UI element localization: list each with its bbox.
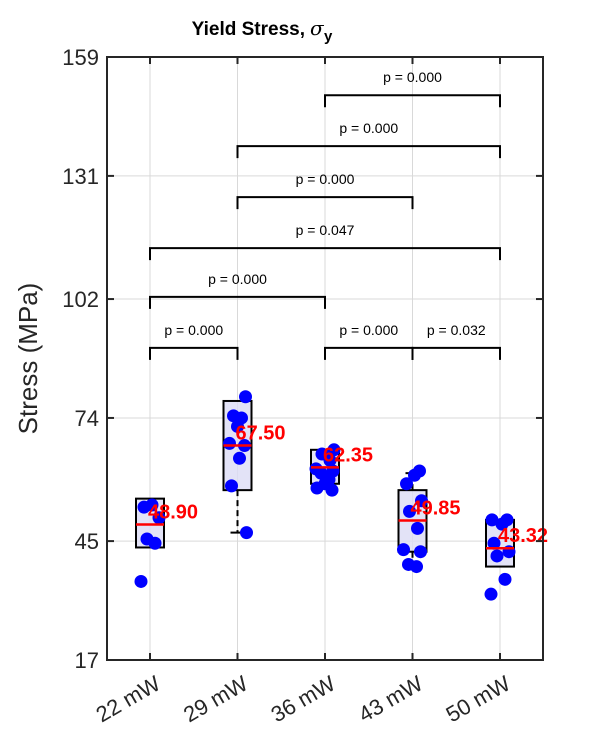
significance-bracket: p = 0.000 xyxy=(236,120,501,159)
data-point xyxy=(397,543,410,557)
p-value-label: p = 0.032 xyxy=(427,322,486,338)
significance-bracket: p = 0.000 xyxy=(236,171,414,210)
y-tick-label: 17 xyxy=(75,648,99,673)
median-value-label: 67.50 xyxy=(236,423,286,445)
significance-bracket: p = 0.000 xyxy=(324,69,501,108)
title-text: Yield Stress, xyxy=(192,19,305,40)
data-point xyxy=(315,447,329,461)
bracket-line xyxy=(324,94,501,108)
y-tick-label: 102 xyxy=(62,287,99,312)
significance-bracket: p = 0.000 xyxy=(149,322,239,360)
data-point xyxy=(403,504,416,518)
data-point xyxy=(134,574,148,588)
data-point xyxy=(487,536,501,550)
data-point xyxy=(485,513,499,527)
data-point xyxy=(152,511,166,525)
x-tick-label: 36 mW xyxy=(267,671,340,728)
p-value-label: p = 0.000 xyxy=(339,120,398,136)
data-point xyxy=(411,521,424,535)
plot-area: 48.90 67.50 62.35 49.85 43.32 p = 0.000 p = 0.… xyxy=(62,45,548,727)
data-point xyxy=(233,451,246,465)
y-tick-label: 45 xyxy=(75,529,99,554)
x-tick-label: 43 mW xyxy=(354,671,427,728)
bracket-line xyxy=(149,346,239,360)
p-value-label: p = 0.000 xyxy=(339,322,398,338)
p-value-label: p = 0.000 xyxy=(208,271,267,287)
data-point xyxy=(225,479,238,493)
x-tick-label: 29 mW xyxy=(179,671,252,728)
data-point xyxy=(484,587,498,601)
data-point xyxy=(415,494,428,508)
median-value-label: 43.32 xyxy=(498,525,548,547)
data-point xyxy=(414,545,427,559)
bracket-line xyxy=(324,346,414,360)
significance-bracket: p = 0.047 xyxy=(149,222,501,261)
data-point xyxy=(498,572,512,586)
significance-bracket: p = 0.000 xyxy=(324,322,414,360)
bracket-line xyxy=(236,196,414,210)
bracket-line xyxy=(411,346,501,360)
data-point xyxy=(400,477,413,491)
chart-title: Yield Stress, σ y xyxy=(192,16,333,45)
data-point xyxy=(239,390,252,404)
data-point xyxy=(227,409,240,423)
median-value-label: 62.35 xyxy=(323,444,373,466)
data-point xyxy=(223,436,236,450)
y-tick-label: 131 xyxy=(62,164,99,189)
y-axis-label: Stress (MPa) xyxy=(13,283,43,435)
median-value-label: 49.85 xyxy=(411,498,461,520)
data-point xyxy=(490,549,504,563)
data-point xyxy=(145,498,159,512)
x-tick-label: 22 mW xyxy=(92,671,165,728)
title-symbol: σ xyxy=(310,16,325,40)
significance-bracket: p = 0.032 xyxy=(411,322,501,360)
data-point xyxy=(240,526,253,540)
y-tick-label: 159 xyxy=(62,45,99,70)
x-tick-label: 50 mW xyxy=(442,671,515,728)
data-point xyxy=(327,443,341,457)
p-value-label: p = 0.047 xyxy=(296,222,355,238)
bracket-line xyxy=(236,145,501,159)
p-value-label: p = 0.000 xyxy=(296,171,355,187)
significance-bracket: p = 0.000 xyxy=(149,271,326,309)
bracket-line xyxy=(149,247,501,261)
y-tick-label: 74 xyxy=(75,406,99,431)
p-value-label: p = 0.000 xyxy=(383,69,442,85)
data-point xyxy=(309,462,323,476)
title-subscript: y xyxy=(324,28,333,45)
data-point xyxy=(500,513,514,527)
data-point xyxy=(413,464,426,478)
data-point xyxy=(402,557,415,571)
data-point xyxy=(140,532,154,546)
p-value-label: p = 0.000 xyxy=(164,322,223,338)
bracket-line xyxy=(149,295,326,309)
median-value-label: 48.90 xyxy=(148,502,198,524)
